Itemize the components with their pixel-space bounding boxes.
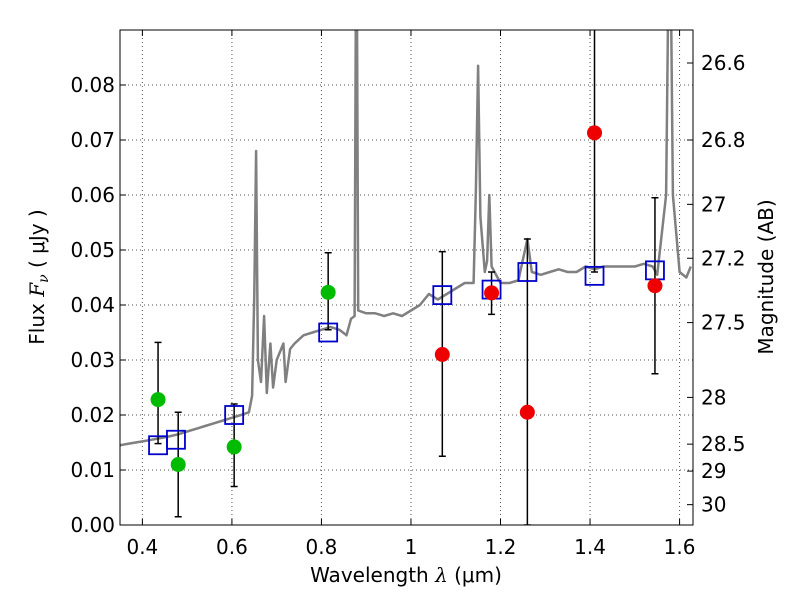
green-point bbox=[170, 457, 186, 472]
plot-frame bbox=[119, 29, 694, 526]
y2-tick-label: 27.5 bbox=[701, 311, 746, 335]
axis-ticks bbox=[120, 30, 693, 526]
model-square bbox=[166, 429, 186, 450]
red-point bbox=[434, 347, 450, 362]
red-point bbox=[519, 404, 535, 420]
y2-tick-label: 30 bbox=[701, 493, 726, 517]
green-point bbox=[226, 439, 242, 455]
x-tick-label: 1.4 bbox=[574, 535, 606, 559]
red-point bbox=[484, 285, 500, 301]
y2-tick-label: 29 bbox=[701, 459, 726, 483]
y-tick-label: 0.02 bbox=[70, 403, 115, 427]
y-tick-label: 0.03 bbox=[70, 348, 115, 372]
x-tick-label: 1 bbox=[405, 535, 418, 559]
model-square bbox=[318, 322, 339, 343]
y2-tick-labels: 26.6 26.8 27 27.2 27.5 28 28.5 29 30 bbox=[701, 51, 746, 517]
y2-tick-label: 26.6 bbox=[701, 51, 746, 75]
green-point bbox=[320, 284, 336, 300]
y-axis-label: Flux Fν ( μJy ) bbox=[25, 209, 52, 344]
model-square bbox=[432, 285, 453, 306]
y2-tick-label: 28.5 bbox=[701, 432, 746, 456]
data-circles bbox=[150, 125, 663, 472]
x-tick-label: 1.2 bbox=[485, 535, 517, 559]
y-tick-label: 0.04 bbox=[70, 293, 115, 317]
model-square bbox=[584, 265, 605, 286]
y-tick-label: 0.06 bbox=[70, 183, 115, 207]
x-tick-label: 0.6 bbox=[216, 535, 248, 559]
green-point bbox=[150, 392, 166, 408]
y-tick-label: 0.07 bbox=[70, 128, 115, 152]
x-axis-label: Wavelength λ (μm) bbox=[310, 563, 502, 587]
red-point bbox=[647, 278, 663, 294]
y-tick-label: 0.00 bbox=[70, 513, 115, 537]
y2-axis-label: Magnitude (AB) bbox=[754, 199, 778, 354]
x-tick-label: 0.4 bbox=[126, 535, 158, 559]
y2-tick-label: 27 bbox=[701, 192, 726, 216]
y2-tick-label: 28 bbox=[701, 385, 726, 409]
red-point bbox=[587, 125, 603, 141]
plot-area bbox=[120, 30, 692, 525]
x-tick-labels: 0.4 0.6 0.8 1 1.2 1.4 1.6 bbox=[126, 535, 695, 559]
x-tick-label: 0.8 bbox=[306, 535, 338, 559]
y-tick-label: 0.01 bbox=[70, 458, 115, 482]
y-tick-labels: 0.00 0.01 0.02 0.03 0.04 0.05 0.06 0.07 0.08 bbox=[70, 73, 115, 537]
y2-tick-label: 26.8 bbox=[701, 128, 746, 152]
y-tick-label: 0.05 bbox=[70, 238, 115, 262]
model-square bbox=[517, 262, 538, 282]
x-tick-label: 1.6 bbox=[664, 535, 696, 559]
model-square bbox=[224, 405, 245, 425]
y-tick-label: 0.08 bbox=[70, 73, 115, 97]
y2-tick-label: 27.2 bbox=[701, 246, 746, 270]
